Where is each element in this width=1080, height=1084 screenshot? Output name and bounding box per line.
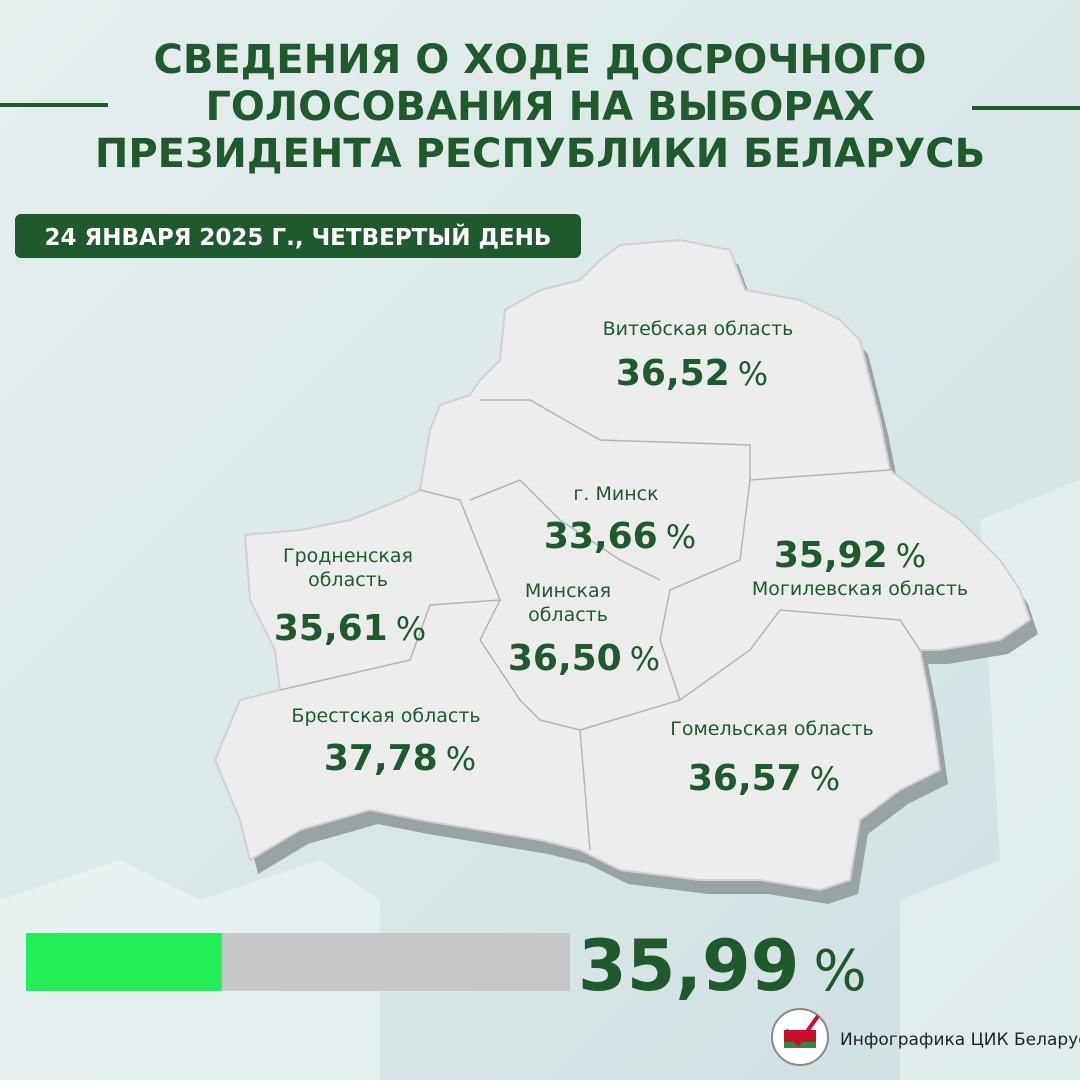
region-number: 33,66 [544, 516, 658, 557]
region-value: 36,50% [508, 638, 660, 679]
region-value: 37,78% [324, 738, 476, 779]
regions: Витебская область 36,52 % г. Минск 33,66 % Мог… [274, 318, 968, 799]
region-value: 36,52% [616, 353, 768, 394]
total-number: 35,99 [578, 925, 799, 1007]
region-value: 33,66% [544, 516, 696, 557]
credit: Инфографика ЦИК Беларуси [840, 1030, 1080, 1050]
region-name: г. Минск [573, 483, 658, 505]
region-unit: % [630, 640, 660, 678]
title-line: ПРЕЗИДЕНТА РЕСПУБЛИКИ БЕЛАРУСЬ [95, 131, 985, 177]
region-name: Гомельская область [670, 718, 873, 740]
region-name: область [308, 569, 388, 591]
region-name: Брестская область [291, 705, 480, 727]
title-line: ГОЛОСОВАНИЯ НА ВЫБОРАХ [205, 84, 874, 130]
logo [771, 1008, 829, 1066]
total-value: 35,99% [578, 925, 867, 1007]
region-value: 35,61% [274, 608, 426, 649]
map-outline [213, 238, 1032, 892]
region-unit: % [810, 760, 840, 798]
region-unit: % [896, 537, 926, 575]
region-unit: % [396, 610, 426, 648]
region-number: 36,50 [508, 638, 622, 679]
total-unit: % [813, 939, 866, 1004]
region-value: 35,92% [774, 535, 926, 576]
title-line: СВЕДЕНИЯ О ХОДЕ ДОСРОЧНОГО [153, 37, 926, 83]
progress-fill [26, 933, 222, 991]
region-unit: % [738, 355, 768, 393]
region-name: Минская [525, 580, 611, 602]
region-number: 36,57 [688, 758, 802, 799]
region-unit: % [446, 740, 476, 778]
region-borders [279, 399, 921, 851]
region-name: Витебская область [603, 318, 794, 340]
region-name: Могилевская область [752, 578, 968, 600]
date: 24 ЯНВАРЯ 2025 Г., ЧЕТВЕРТЫЙ ДЕНЬ [45, 223, 552, 251]
region-number: 35,92 [774, 535, 888, 576]
date-badge [15, 214, 581, 258]
region-value: 36,57% [688, 758, 840, 799]
region-number: 35,61 [274, 608, 388, 649]
map [213, 238, 1038, 904]
region-number: 37,78 [324, 738, 438, 779]
region-name: Гродненская [283, 545, 413, 567]
region-number: 36,52 [616, 353, 730, 394]
region-unit: % [666, 518, 696, 556]
region-name: область [528, 604, 608, 626]
